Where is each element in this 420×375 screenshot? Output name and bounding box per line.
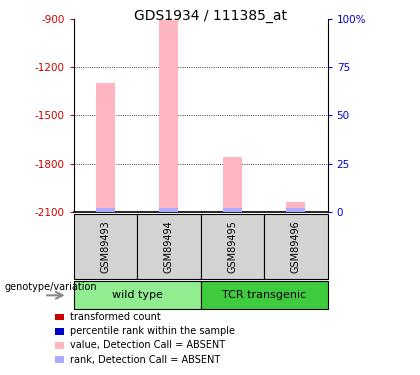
Text: genotype/variation: genotype/variation bbox=[4, 282, 97, 292]
Text: GDS1934 / 111385_at: GDS1934 / 111385_at bbox=[134, 9, 286, 23]
Text: transformed count: transformed count bbox=[70, 312, 161, 322]
Bar bbox=[223, 157, 242, 212]
Text: GSM89495: GSM89495 bbox=[227, 220, 237, 273]
Text: rank, Detection Call = ABSENT: rank, Detection Call = ABSENT bbox=[70, 355, 220, 364]
Bar bbox=[159, 208, 178, 212]
Bar bbox=[223, 208, 242, 212]
Bar bbox=[137, 214, 201, 279]
Bar bbox=[264, 214, 328, 279]
Text: value, Detection Call = ABSENT: value, Detection Call = ABSENT bbox=[70, 340, 225, 350]
Bar bbox=[96, 208, 115, 212]
Bar bbox=[96, 83, 115, 212]
Text: TCR transgenic: TCR transgenic bbox=[222, 290, 306, 300]
Bar bbox=[286, 202, 305, 212]
Bar bbox=[74, 214, 137, 279]
Text: percentile rank within the sample: percentile rank within the sample bbox=[70, 326, 235, 336]
Text: wild type: wild type bbox=[112, 290, 163, 300]
Text: GSM89493: GSM89493 bbox=[100, 220, 110, 273]
Bar bbox=[159, 20, 178, 212]
Bar bbox=[201, 281, 328, 309]
Text: GSM89496: GSM89496 bbox=[291, 220, 301, 273]
Bar bbox=[74, 281, 201, 309]
Bar bbox=[201, 214, 264, 279]
Bar bbox=[286, 208, 305, 212]
Text: GSM89494: GSM89494 bbox=[164, 220, 174, 273]
